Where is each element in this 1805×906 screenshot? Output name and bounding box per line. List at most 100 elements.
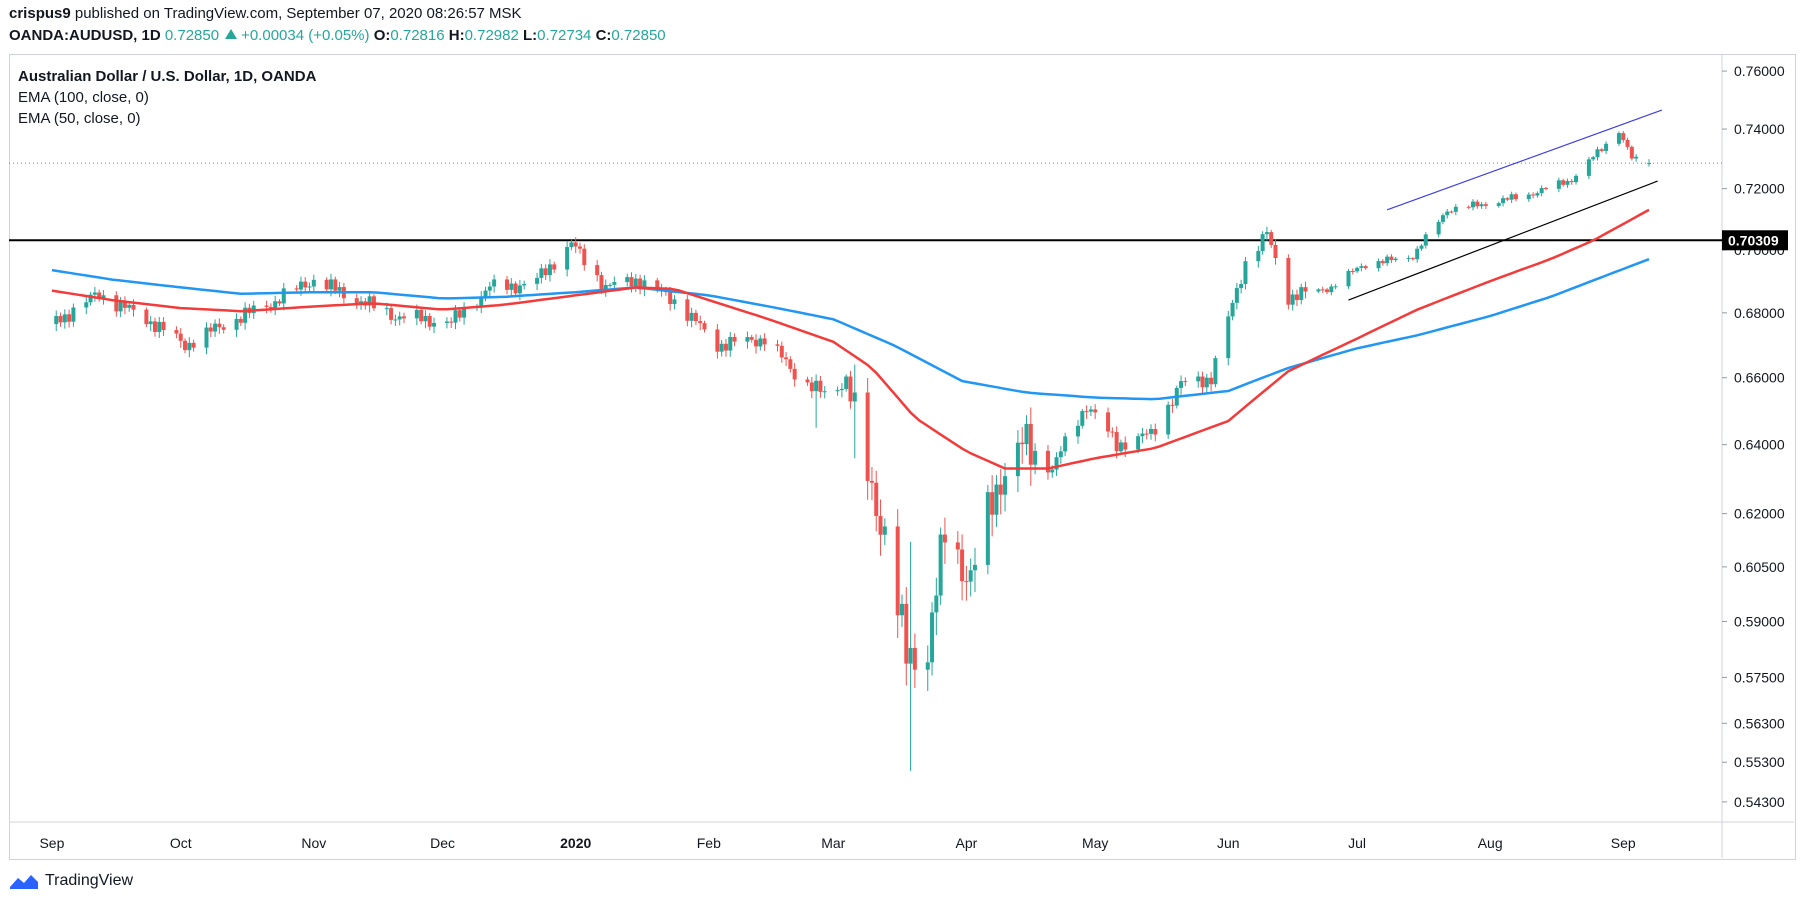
candle-body xyxy=(908,647,913,664)
candle-body xyxy=(114,295,119,312)
candle-body xyxy=(333,279,338,291)
candle-body xyxy=(633,278,638,287)
candle-body xyxy=(1290,294,1295,305)
candles-group xyxy=(54,130,1652,771)
candle-body xyxy=(174,330,179,334)
low-key: L: xyxy=(523,27,538,44)
candle-body xyxy=(1440,215,1445,222)
candle-body xyxy=(779,345,784,358)
candle-body xyxy=(1209,377,1214,385)
candle-body xyxy=(487,286,492,291)
candle-body xyxy=(1260,234,1265,252)
candle-body xyxy=(1535,193,1540,196)
candle-body xyxy=(401,316,406,319)
candle-body xyxy=(672,299,677,305)
candle-body xyxy=(1299,287,1304,300)
candle-body xyxy=(307,286,312,288)
footer-brand[interactable]: TradingView xyxy=(9,872,133,890)
candle-body xyxy=(1333,286,1338,288)
candle-body xyxy=(603,284,608,290)
candle-body xyxy=(960,549,965,582)
candle-body xyxy=(1475,201,1480,207)
candle-body xyxy=(479,296,484,307)
candle-body xyxy=(745,337,750,342)
price-axis-label: 0.68000 xyxy=(1734,305,1785,321)
time-axis-label: Dec xyxy=(430,835,455,851)
candle-body xyxy=(1140,433,1145,437)
candle-body xyxy=(97,292,102,299)
time-axis-label: Nov xyxy=(301,835,326,851)
candle-body xyxy=(161,321,166,331)
candle-body xyxy=(1393,258,1398,261)
candle-body xyxy=(1080,411,1085,426)
candle-body xyxy=(1359,266,1364,268)
candle-body xyxy=(1230,302,1235,317)
time-axis-label: Feb xyxy=(697,835,721,851)
close-key: C: xyxy=(595,27,612,44)
candle-body xyxy=(1110,431,1115,433)
time-axis-label: Jun xyxy=(1217,835,1240,851)
candle-body xyxy=(835,390,840,392)
candle-body xyxy=(1093,409,1098,413)
candle-body xyxy=(328,279,333,290)
candle-body xyxy=(1033,450,1038,465)
candle-body xyxy=(1647,163,1652,165)
candle-body xyxy=(990,492,995,515)
upper-trendline xyxy=(1386,109,1663,211)
candle-body xyxy=(874,482,879,517)
candle-body xyxy=(1385,256,1390,264)
candle-body xyxy=(698,321,703,324)
candle-body xyxy=(67,314,72,322)
candle-body xyxy=(1273,244,1278,259)
candle-body xyxy=(1543,187,1548,189)
candle-body xyxy=(972,564,977,571)
candle-body xyxy=(728,336,733,351)
candle-body xyxy=(1264,232,1269,235)
candle-body xyxy=(1316,289,1321,292)
candle-body xyxy=(535,277,540,284)
candle-body xyxy=(1574,175,1579,183)
legend-ema50[interactable]: EMA (50, close, 0) xyxy=(18,110,141,127)
candle-body xyxy=(423,315,428,322)
candle-body xyxy=(238,318,243,323)
candle-body xyxy=(311,279,316,287)
candle-body xyxy=(994,484,999,515)
candle-body xyxy=(1376,261,1381,269)
candle-body xyxy=(552,264,557,270)
candle-body xyxy=(243,307,248,323)
price-axis-label: 0.64000 xyxy=(1734,437,1785,453)
legend-ema100[interactable]: EMA (100, close, 0) xyxy=(18,89,149,106)
candle-body xyxy=(904,603,909,664)
candle-body xyxy=(985,492,990,565)
price-axis-label: 0.62000 xyxy=(1734,506,1785,522)
author-name[interactable]: crispus9 xyxy=(9,5,71,22)
candle-body xyxy=(599,275,604,290)
candle-body xyxy=(144,309,149,325)
candle-body xyxy=(204,327,209,348)
candle-body xyxy=(942,534,947,543)
candle-body xyxy=(1054,457,1059,470)
candle-body xyxy=(264,305,269,307)
candle-body xyxy=(1213,358,1218,385)
candle-body xyxy=(1118,442,1123,452)
candle-body xyxy=(157,321,162,332)
candle-body xyxy=(1621,133,1626,140)
candle-body xyxy=(814,380,819,392)
chart-frame[interactable] xyxy=(9,54,1796,860)
candle-body xyxy=(457,310,462,318)
candle-body xyxy=(702,323,707,330)
candle-body xyxy=(1045,450,1050,473)
candle-body xyxy=(152,321,157,332)
candle-body xyxy=(1170,404,1175,406)
candle-body xyxy=(273,301,278,309)
candle-body xyxy=(642,280,647,290)
candle-body xyxy=(208,327,213,332)
candle-body xyxy=(792,368,797,380)
candle-body xyxy=(217,323,222,328)
candle-body xyxy=(629,277,634,287)
candle-body xyxy=(547,264,552,276)
candle-body xyxy=(569,242,574,248)
candle-body xyxy=(1226,316,1231,359)
candle-body xyxy=(1015,442,1020,477)
